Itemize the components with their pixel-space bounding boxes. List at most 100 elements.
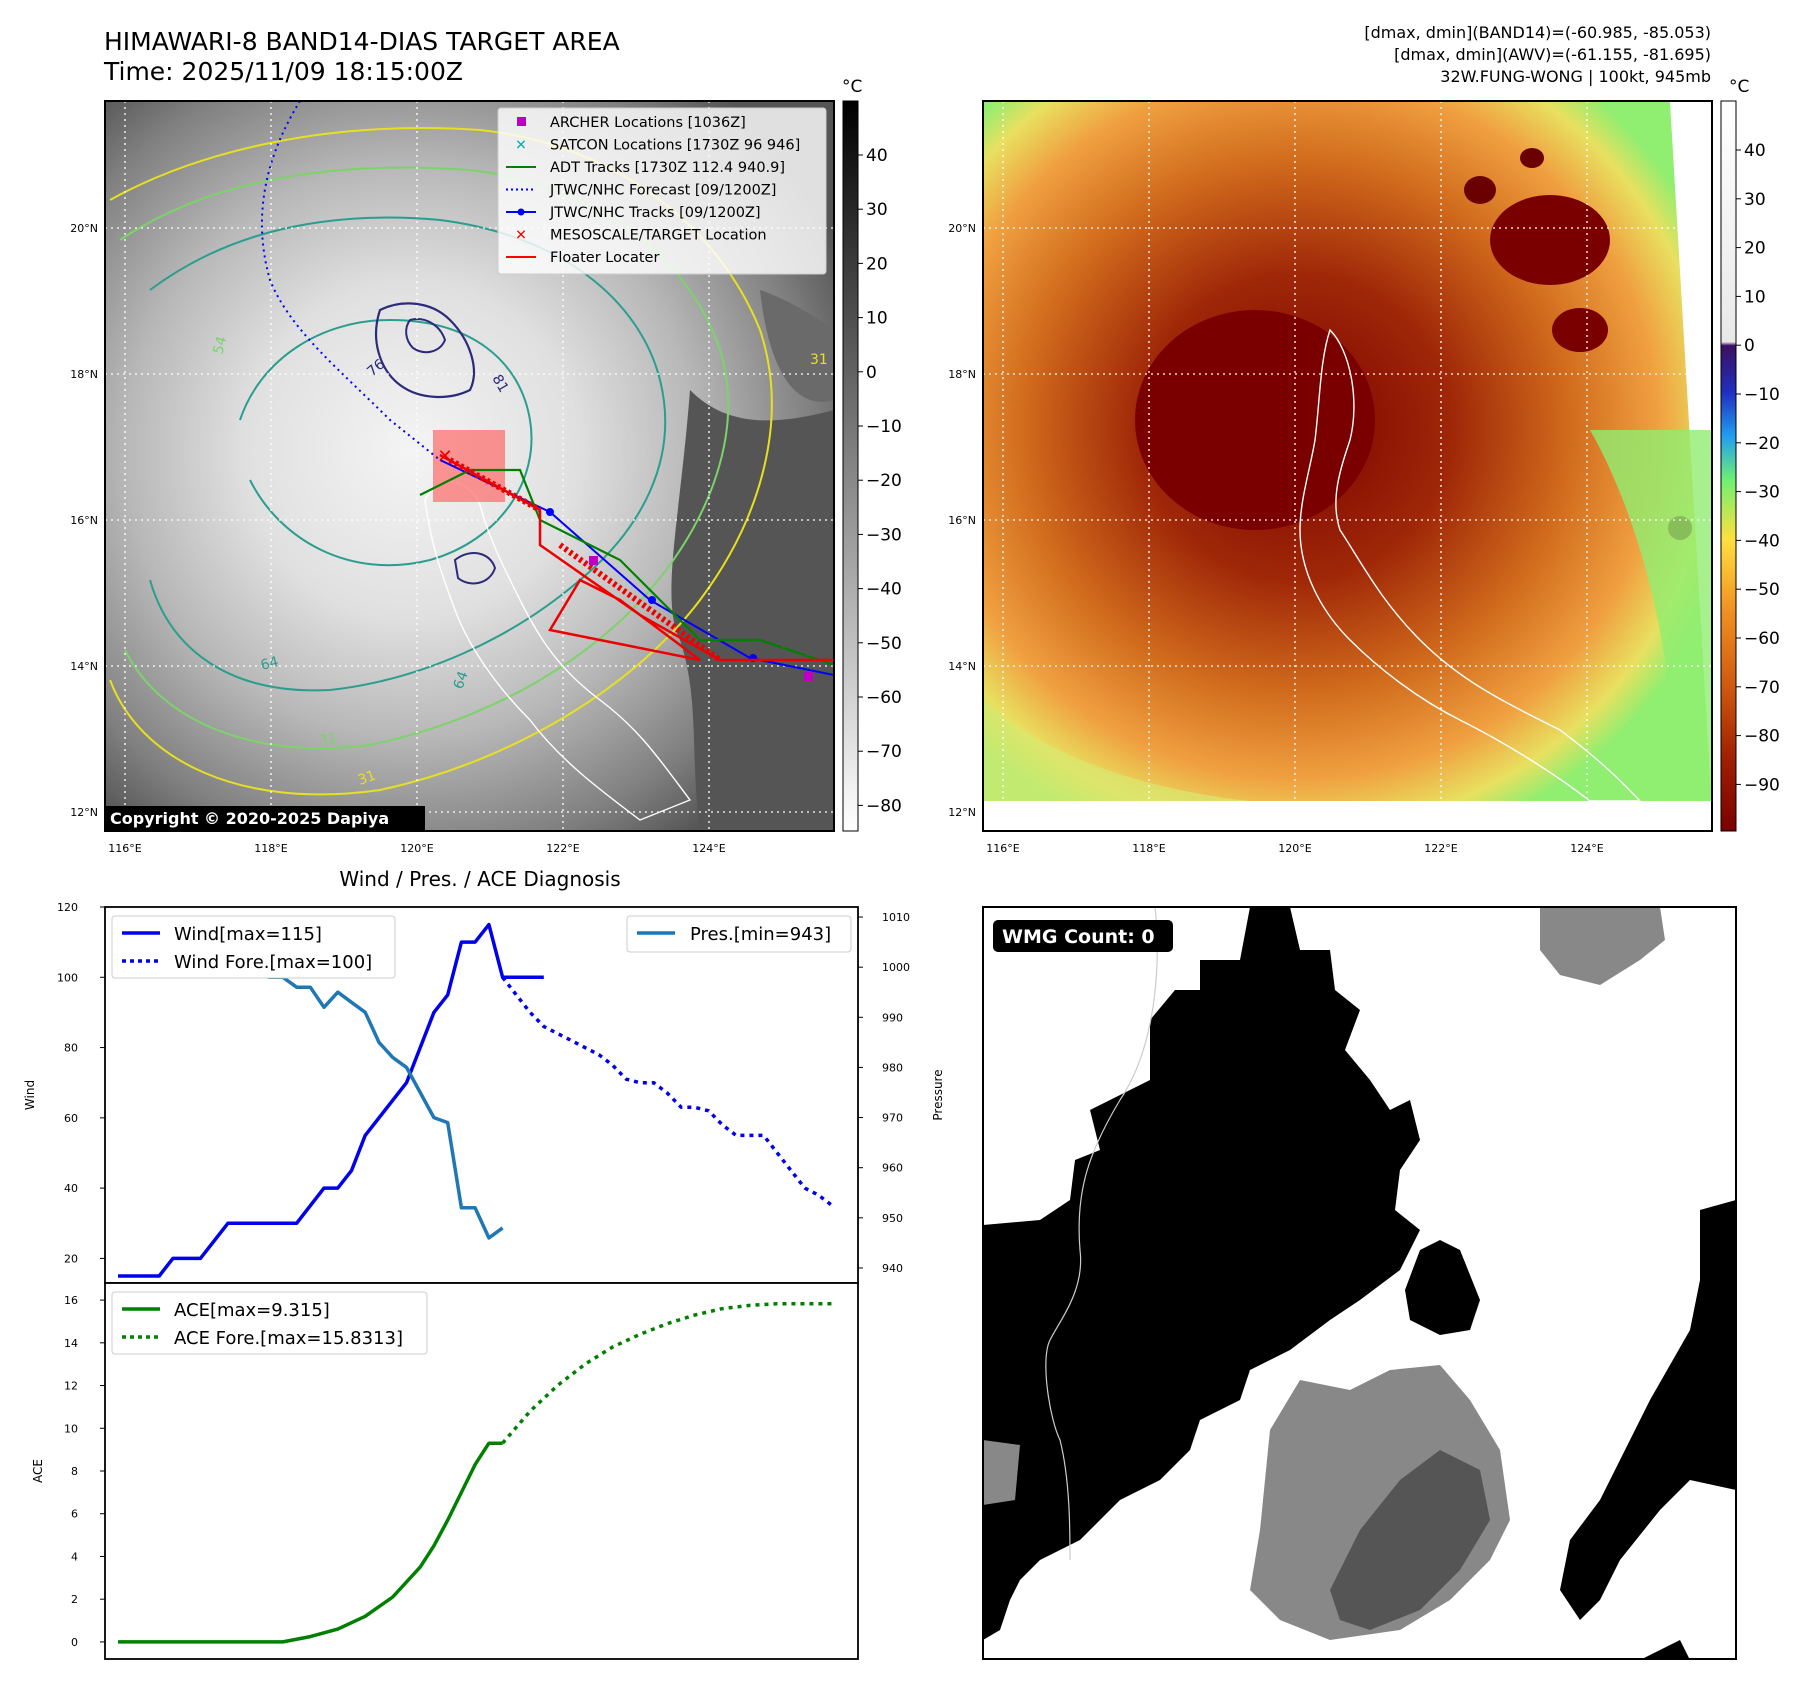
contour-label: 31 — [810, 352, 828, 368]
lon-label: 116°E — [108, 842, 141, 855]
lon-label: 116°E — [986, 842, 1019, 855]
lat-label: 20°N — [948, 222, 976, 235]
figure-time: Time: 2025/11/09 18:15:00Z — [103, 57, 463, 86]
ace-tick-label: 0 — [71, 1636, 78, 1649]
lon-label: 118°E — [1132, 842, 1165, 855]
legend-marker-dot — [517, 208, 525, 216]
ir-grayscale-map: ✕ 76 81 54 64 64 31 31 31 ARCHER Locatio… — [70, 100, 835, 855]
lat-label: 12°N — [948, 806, 976, 819]
legend-wind-fore: Wind Fore.[max=100] — [174, 952, 372, 973]
legend-ace: ACE[max=9.315] — [174, 1300, 330, 1321]
legend-label: Floater Locater — [550, 250, 659, 266]
ace-tick-label: 2 — [71, 1593, 78, 1606]
ace-tick-label: 12 — [64, 1380, 78, 1393]
lon-label: 124°E — [692, 842, 725, 855]
cbar-tick-label: 20 — [1744, 239, 1766, 259]
contour-label: 54 — [210, 335, 230, 356]
lon-label: 122°E — [1424, 842, 1457, 855]
ace-tick-label: 6 — [71, 1508, 78, 1521]
cbar-tick-label: −40 — [866, 580, 902, 600]
wind-tick-label: 60 — [64, 1112, 78, 1125]
ace-tick-label: 8 — [71, 1465, 78, 1478]
contour-label: 31 — [356, 768, 378, 789]
wind-axis-label: Wind — [23, 1080, 37, 1110]
cbar-tick-label: 20 — [866, 254, 888, 274]
cbar-tick-label: −80 — [866, 796, 902, 816]
cbar-tick-label: 30 — [1744, 190, 1766, 210]
legend-marker: ✕ — [515, 228, 527, 244]
jtwc-forecast-track — [260, 101, 441, 461]
legend-label: SATCON Locations [1730Z 96 946] — [550, 138, 800, 154]
legend-label: MESOSCALE/TARGET Location — [550, 228, 767, 244]
lat-label: 16°N — [948, 514, 976, 527]
cbar-tick-label: −70 — [866, 742, 902, 762]
cbar-tick-label: −10 — [866, 417, 902, 437]
cbar-tick-label: −30 — [1744, 483, 1780, 503]
cbar-tick-label: −60 — [1744, 629, 1780, 649]
grayscale-colorbar: °C 40 30 20 10 0 −10 −20 −30 −40 −50 −60 −70 −80 — [842, 77, 902, 832]
map2-frame — [982, 100, 1713, 832]
svg-text:✕: ✕ — [437, 446, 452, 467]
pres-tick-label: 1000 — [882, 961, 910, 974]
map1-frame — [104, 100, 835, 832]
cbar-tick-label: −70 — [1744, 678, 1780, 698]
ace-tick-label: 14 — [64, 1337, 78, 1350]
series-line — [501, 1301, 833, 1445]
lat-label: 18°N — [948, 368, 976, 381]
pres-tick-label: 960 — [882, 1162, 903, 1175]
lon-label: 120°E — [400, 842, 433, 855]
legend-marker — [517, 117, 526, 126]
storm-info: 32W.FUNG-WONG | 100kt, 945mb — [1440, 67, 1711, 86]
map-legend: ARCHER Locations [1036Z] ✕ SATCON Location… — [497, 107, 827, 275]
ace-tick-label: 10 — [64, 1422, 78, 1435]
pres-tick-label: 950 — [882, 1212, 903, 1225]
cbar-tick-label: −30 — [866, 525, 902, 545]
cbar-tick-label: 0 — [866, 363, 877, 383]
ir-color-map: 20°N 18°N 16°N 14°N 12°N 116°E 118°E 120°E 122°… — [948, 100, 1713, 855]
pres-tick-label: 990 — [882, 1011, 903, 1024]
cbar-tick-label: 10 — [866, 309, 888, 329]
pres-tick-label: 1010 — [882, 911, 910, 924]
contour-label: 64 — [259, 654, 280, 674]
cbar-tick-label: 40 — [1744, 141, 1766, 161]
pres-tick-label: 980 — [882, 1061, 903, 1074]
pressure-axis-label: Pressure — [931, 1069, 945, 1120]
cbar-tick-label: −10 — [1744, 385, 1780, 405]
legend-pressure: Pres.[min=943] — [690, 924, 831, 945]
cbar-tick-label: −40 — [1744, 531, 1780, 551]
cbar-tick-label: 10 — [1744, 287, 1766, 307]
figure-title: HIMAWARI-8 BAND14-DIAS TARGET AREA — [104, 27, 620, 56]
wind-tick-label: 100 — [57, 971, 78, 984]
band14-range: [dmax, dmin](BAND14)=(-60.985, -85.053) — [1364, 23, 1711, 42]
cbar-tick-label: 30 — [866, 200, 888, 220]
adt-track — [419, 468, 834, 667]
lon-label: 124°E — [1570, 842, 1603, 855]
awv-range: [dmax, dmin](AWV)=(-61.155, -81.695) — [1394, 45, 1711, 64]
series-line — [501, 976, 834, 1208]
legend-label: ADT Tracks [1730Z 112.4 940.9] — [550, 160, 785, 176]
diagnosis-title: Wind / Pres. / ACE Diagnosis — [339, 867, 620, 891]
lon-label: 118°E — [254, 842, 287, 855]
cbar-tick-label: −50 — [1744, 580, 1780, 600]
lat-label: 14°N — [948, 660, 976, 673]
cbar-tick-label: 0 — [1744, 336, 1755, 356]
pres-tick-label: 940 — [882, 1262, 903, 1275]
cbar-tick-label: −20 — [1744, 434, 1780, 454]
wind-tick-label: 120 — [57, 901, 78, 914]
copyright-box — [105, 806, 425, 831]
wmg-count: WMG Count: 0 — [1002, 926, 1155, 948]
cbar-tick-label: −90 — [1744, 775, 1780, 795]
lat-label: 14°N — [70, 660, 98, 673]
color-colorbar: °C 40 30 20 10 0 −10 −20 −30 −40 −50 −60 −70 −80 −90 — [1720, 77, 1780, 832]
legend-label: JTWC/NHC Forecast [09/1200Z] — [549, 183, 776, 199]
ace-tick-label: 16 — [64, 1294, 78, 1307]
legend-wind: Wind[max=115] — [174, 924, 322, 945]
wmg-frame — [982, 906, 1737, 1660]
floater-box — [433, 430, 505, 502]
wind-tick-label: 20 — [64, 1252, 78, 1265]
lat-label: 16°N — [70, 514, 98, 527]
wmg-panel: WMG Count: 0 — [982, 906, 1737, 1660]
wind-pressure-chart: 20 40 60 80 100 120 940 950 960 970 980 990 1000 101… — [23, 901, 945, 1284]
contour-label: 31 — [318, 730, 338, 749]
